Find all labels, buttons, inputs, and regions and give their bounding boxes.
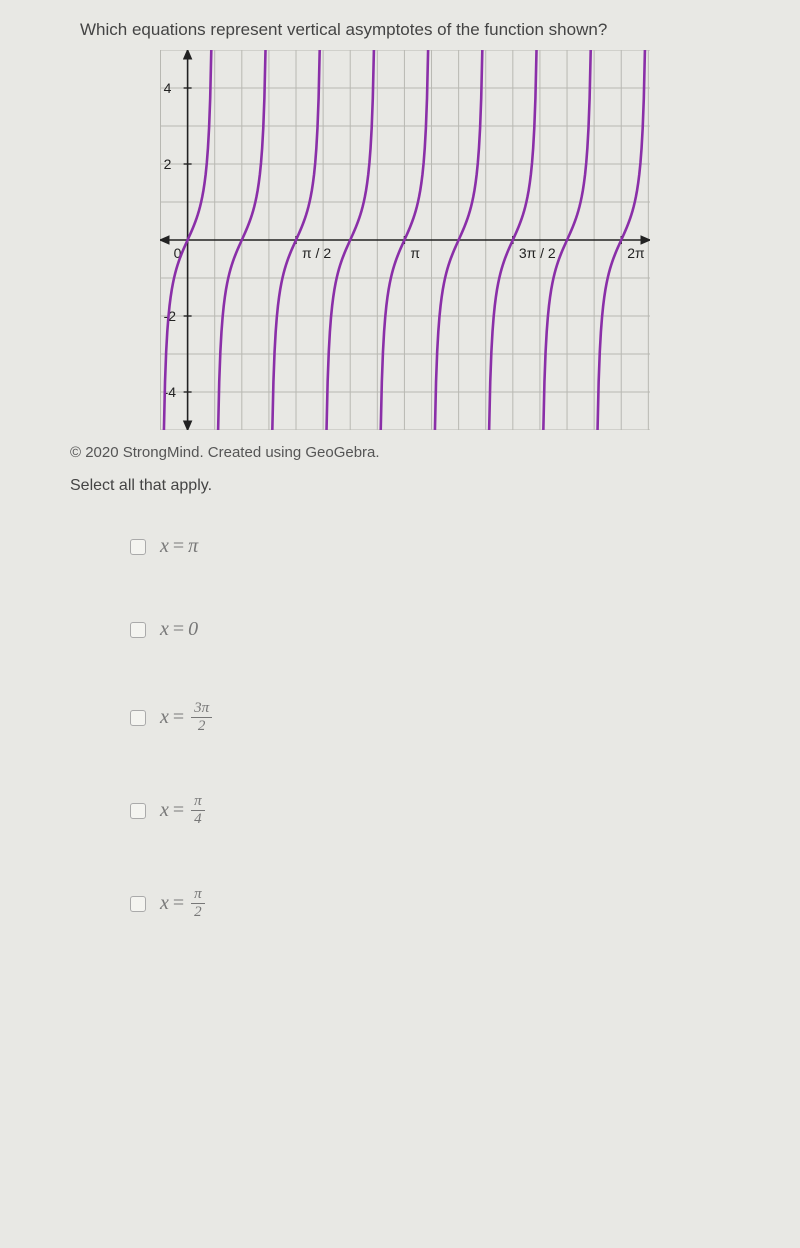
option-equation: x= 3π2 bbox=[160, 701, 212, 734]
option-row[interactable]: x=π bbox=[130, 535, 740, 558]
checkbox[interactable] bbox=[130, 710, 146, 726]
graph-container: 0π / 2π3π / 22π42-2-4 bbox=[70, 50, 740, 430]
function-graph: 0π / 2π3π / 22π42-2-4 bbox=[160, 50, 650, 430]
option-equation: x=π bbox=[160, 535, 198, 558]
svg-text:3π / 2: 3π / 2 bbox=[519, 245, 556, 261]
copyright-text: © 2020 StrongMind. Created using GeoGebr… bbox=[70, 444, 740, 461]
instruction-text: Select all that apply. bbox=[70, 477, 740, 495]
option-equation: x= π4 bbox=[160, 794, 205, 827]
checkbox[interactable] bbox=[130, 896, 146, 912]
svg-text:4: 4 bbox=[164, 80, 172, 96]
svg-text:π / 2: π / 2 bbox=[302, 245, 331, 261]
checkbox[interactable] bbox=[130, 622, 146, 638]
svg-text:π: π bbox=[410, 245, 420, 261]
option-equation: x= π2 bbox=[160, 887, 205, 920]
checkbox[interactable] bbox=[130, 803, 146, 819]
svg-text:2π: 2π bbox=[627, 245, 645, 261]
option-row[interactable]: x= 3π2 bbox=[130, 701, 740, 734]
option-row[interactable]: x= π4 bbox=[130, 794, 740, 827]
svg-text:2: 2 bbox=[164, 156, 172, 172]
option-row[interactable]: x= π2 bbox=[130, 887, 740, 920]
checkbox[interactable] bbox=[130, 539, 146, 555]
option-equation: x=0 bbox=[160, 618, 198, 641]
options-list: x=π x=0 x= 3π2 x= π4 x= π2 bbox=[70, 535, 740, 920]
question-text: Which equations represent vertical asymp… bbox=[70, 20, 740, 40]
option-row[interactable]: x=0 bbox=[130, 618, 740, 641]
